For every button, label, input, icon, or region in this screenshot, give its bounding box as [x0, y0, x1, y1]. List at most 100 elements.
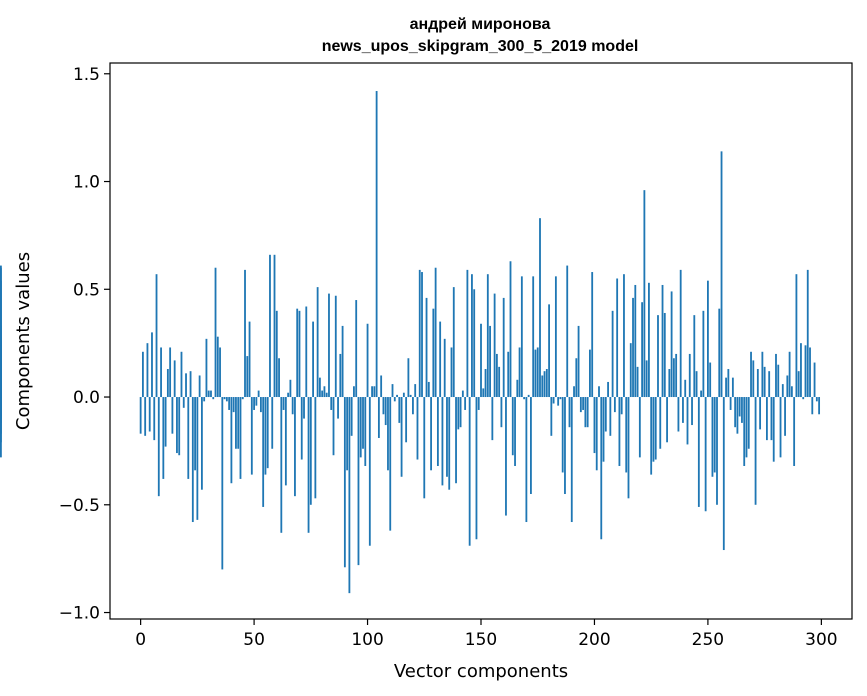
bar: [298, 310, 301, 398]
bar: [554, 276, 557, 398]
bar: [600, 397, 603, 540]
bar: [289, 379, 292, 398]
bar: [348, 397, 351, 594]
bar: [602, 397, 605, 462]
bar: [611, 310, 614, 398]
bar: [291, 397, 294, 415]
bar: [632, 297, 634, 398]
bar: [786, 375, 789, 398]
bar: [707, 280, 709, 398]
bar: [595, 397, 598, 471]
bar: [697, 397, 700, 507]
bar: [257, 390, 260, 398]
bar: [409, 394, 412, 398]
bar: [607, 381, 609, 398]
bar: [679, 269, 682, 398]
bar: [482, 388, 485, 398]
bar: [579, 397, 582, 413]
y-tick-label: −0.5: [59, 496, 100, 516]
bar: [219, 347, 221, 398]
bar: [718, 308, 721, 398]
bar: [457, 397, 460, 430]
bar: [725, 377, 727, 398]
bar: [250, 397, 253, 475]
bar: [0, 265, 2, 398]
bar: [400, 397, 403, 477]
bar: [584, 397, 587, 428]
bar: [543, 371, 546, 398]
bar: [382, 397, 385, 415]
bar: [777, 364, 780, 398]
bar: [727, 369, 730, 398]
bar: [203, 397, 206, 402]
bar: [668, 369, 671, 398]
bar: [811, 397, 814, 415]
bar: [550, 397, 553, 436]
bar: [309, 397, 312, 505]
bar: [638, 397, 641, 458]
bar: [768, 371, 771, 398]
bar: [216, 336, 219, 398]
bar: [722, 397, 725, 551]
bar: [446, 397, 448, 477]
x-axis-label: Vector components: [394, 661, 568, 682]
bar: [648, 282, 650, 398]
bar: [527, 394, 530, 398]
bar: [766, 397, 768, 441]
bar: [502, 297, 505, 398]
bar: [275, 310, 278, 398]
bar: [362, 397, 364, 449]
bar: [455, 397, 457, 484]
x-tick-label: 50: [243, 630, 265, 650]
bar: [709, 362, 712, 398]
bar: [731, 377, 734, 398]
bar: [761, 351, 764, 398]
bar: [491, 397, 494, 441]
bar: [353, 386, 355, 398]
bar: [282, 397, 285, 410]
bar: [589, 349, 591, 398]
bar: [248, 321, 251, 398]
bar: [752, 360, 755, 398]
bar: [514, 397, 516, 466]
bar: [207, 390, 210, 398]
bar: [598, 386, 600, 398]
bar: [427, 381, 430, 398]
bar: [294, 397, 296, 497]
bar: [686, 397, 689, 445]
bar: [818, 397, 821, 415]
bars-group: [0, 91, 821, 594]
bar: [459, 397, 462, 428]
bar: [716, 397, 718, 505]
bar: [545, 369, 548, 398]
bar: [713, 397, 716, 473]
bar: [704, 397, 707, 512]
bar: [237, 397, 240, 449]
bar: [756, 369, 759, 398]
bar: [711, 397, 714, 477]
bar: [196, 397, 199, 520]
bar: [339, 353, 342, 398]
bar: [305, 306, 308, 398]
bar: [418, 269, 421, 398]
bar: [593, 397, 596, 454]
bar: [452, 287, 455, 398]
bar: [564, 397, 566, 495]
bar: [486, 274, 489, 398]
bar: [804, 345, 807, 398]
bar: [575, 358, 578, 398]
bar: [516, 379, 519, 398]
bar: [396, 394, 398, 398]
bar: [441, 397, 444, 486]
x-tick-label: 250: [692, 630, 724, 650]
bar: [157, 397, 160, 497]
bar: [223, 397, 226, 400]
bar: [189, 371, 192, 398]
bar: [287, 392, 290, 398]
bar: [166, 369, 169, 398]
bar: [813, 362, 816, 398]
bar: [475, 397, 478, 540]
bar: [391, 384, 394, 398]
bar: [743, 397, 746, 466]
bar: [436, 397, 439, 466]
